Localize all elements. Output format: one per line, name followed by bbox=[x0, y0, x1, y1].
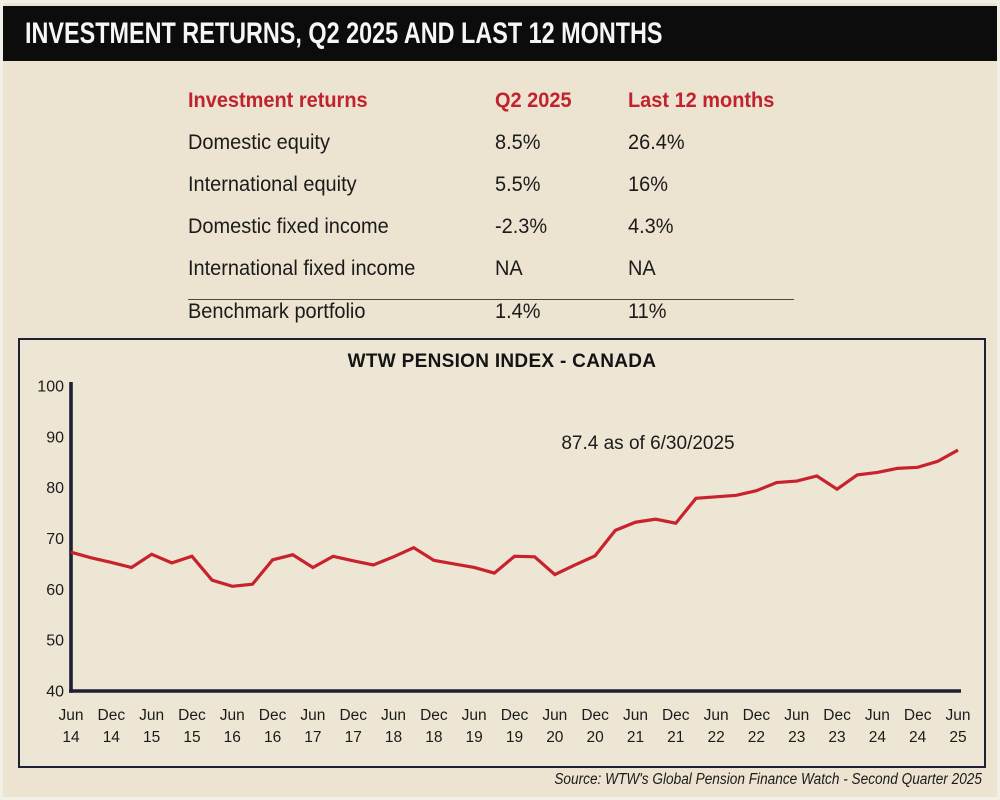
table-cell-q2: 8.5% bbox=[495, 131, 541, 154]
x-axis-tick-month: Dec bbox=[823, 707, 851, 724]
table-header-q2-2025: Q2 2025 bbox=[495, 89, 572, 112]
x-axis-tick-month: Jun bbox=[623, 707, 648, 724]
x-axis-tick-year: 16 bbox=[224, 729, 241, 746]
y-axis-tick-label: 60 bbox=[46, 582, 64, 599]
x-axis-tick-month: Dec bbox=[904, 707, 932, 724]
x-axis-tick-year: 20 bbox=[587, 729, 605, 746]
pension-index-chart: WTW PENSION INDEX - CANADA 100 90 80 70 60 50… bbox=[18, 338, 986, 768]
y-axis-tick-label: 40 bbox=[46, 684, 64, 701]
table-header-last-12-months: Last 12 months bbox=[628, 89, 775, 112]
table-cell-q2: 1.4% bbox=[495, 298, 628, 324]
x-axis-tick-year: 15 bbox=[183, 729, 200, 746]
line-chart-canvas: 100 90 80 70 60 50 40 Jun 14 Dec 14 Jun 15 Dec 15 Jun 16… bbox=[37, 379, 971, 747]
x-axis-tick-year: 24 bbox=[909, 729, 927, 746]
y-axis-tick-label: 70 bbox=[46, 531, 64, 548]
x-axis-tick-year: 19 bbox=[506, 729, 523, 746]
x-axis-tick-month: Dec bbox=[339, 707, 367, 724]
source-credit: Source: WTW's Global Pension Finance Wat… bbox=[554, 771, 982, 788]
x-axis-tick-year: 18 bbox=[425, 729, 442, 746]
table-row-label: International equity bbox=[188, 173, 357, 196]
latest-value-annotation: 87.4 as of 6/30/2025 bbox=[561, 433, 734, 454]
x-axis-tick-year: 23 bbox=[788, 729, 805, 746]
table-cell-12m: 11% bbox=[628, 298, 794, 324]
x-axis-tick-year: 18 bbox=[385, 729, 402, 746]
x-axis-tick-month: Jun bbox=[139, 707, 164, 724]
x-axis-tick-month: Dec bbox=[581, 707, 609, 724]
x-axis-tick-month: Jun bbox=[784, 707, 809, 724]
x-axis-tick-year: 21 bbox=[667, 729, 684, 746]
x-axis-tick-year: 16 bbox=[264, 729, 281, 746]
y-axis-tick-label: 90 bbox=[46, 429, 64, 446]
x-axis-tick-month: Jun bbox=[220, 707, 245, 724]
pension-index-line bbox=[70, 448, 959, 588]
x-axis-tick-month: Jun bbox=[462, 707, 487, 724]
table-cell-12m: NA bbox=[628, 257, 656, 280]
table-cell-q2: 5.5% bbox=[495, 173, 541, 196]
x-axis-tick-year: 20 bbox=[546, 729, 564, 746]
x-axis-tick-month: Dec bbox=[743, 707, 771, 724]
x-axis-tick-month: Jun bbox=[300, 707, 325, 724]
x-axis-tick-month: Jun bbox=[865, 707, 890, 724]
x-axis-tick-month: Jun bbox=[59, 707, 84, 724]
x-axis-tick-month: Dec bbox=[98, 707, 126, 724]
y-axis-tick-label: 100 bbox=[37, 379, 64, 396]
table-cell-12m: 26.4% bbox=[628, 131, 685, 154]
x-axis-tick-month: Jun bbox=[542, 707, 567, 724]
x-axis-tick-year: 25 bbox=[949, 729, 966, 746]
page-title: INVESTMENT RETURNS, Q2 2025 AND LAST 12 … bbox=[25, 16, 663, 50]
x-axis-tick-year: 23 bbox=[828, 729, 845, 746]
table-row-label: Domestic fixed income bbox=[188, 215, 389, 238]
table-cell-12m: 4.3% bbox=[628, 215, 674, 238]
table-cell-12m: 16% bbox=[628, 173, 668, 196]
x-axis-tick-year: 19 bbox=[466, 729, 483, 746]
x-axis-tick-year: 17 bbox=[345, 729, 362, 746]
x-axis-tick-month: Jun bbox=[704, 707, 729, 724]
table-row-label-benchmark: Benchmark portfolio bbox=[188, 298, 495, 324]
x-axis-tick-month: Dec bbox=[178, 707, 206, 724]
x-axis-tick-month: Dec bbox=[501, 707, 529, 724]
x-axis-tick-month: Jun bbox=[381, 707, 406, 724]
table-cell-q2: -2.3% bbox=[495, 215, 548, 238]
x-axis-tick-month: Jun bbox=[946, 707, 971, 724]
x-axis-tick-year: 14 bbox=[62, 729, 80, 746]
table-row-label: International fixed income bbox=[188, 257, 416, 280]
x-axis-tick-month: Dec bbox=[259, 707, 287, 724]
header-bar: INVESTMENT RETURNS, Q2 2025 AND LAST 12 … bbox=[3, 6, 997, 61]
chart-title: WTW PENSION INDEX - CANADA bbox=[347, 351, 657, 372]
x-axis-tick-month: Dec bbox=[420, 707, 448, 724]
y-axis-tick-label: 80 bbox=[46, 480, 64, 497]
table-header-investment-returns: Investment returns bbox=[188, 89, 368, 112]
x-axis-tick-year: 17 bbox=[304, 729, 321, 746]
returns-table: Investment returns Q2 2025 Last 12 month… bbox=[188, 80, 794, 332]
x-axis-tick-year: 15 bbox=[143, 729, 160, 746]
x-axis-tick-year: 21 bbox=[627, 729, 644, 746]
y-axis-tick-label: 50 bbox=[46, 633, 64, 650]
x-axis-tick-year: 22 bbox=[707, 729, 724, 746]
table-row-label: Domestic equity bbox=[188, 131, 330, 154]
x-axis-tick-year: 22 bbox=[748, 729, 765, 746]
x-axis-tick-year: 24 bbox=[869, 729, 887, 746]
table-cell-q2: NA bbox=[495, 257, 523, 280]
x-axis-tick-year: 14 bbox=[103, 729, 121, 746]
x-axis-tick-month: Dec bbox=[662, 707, 690, 724]
